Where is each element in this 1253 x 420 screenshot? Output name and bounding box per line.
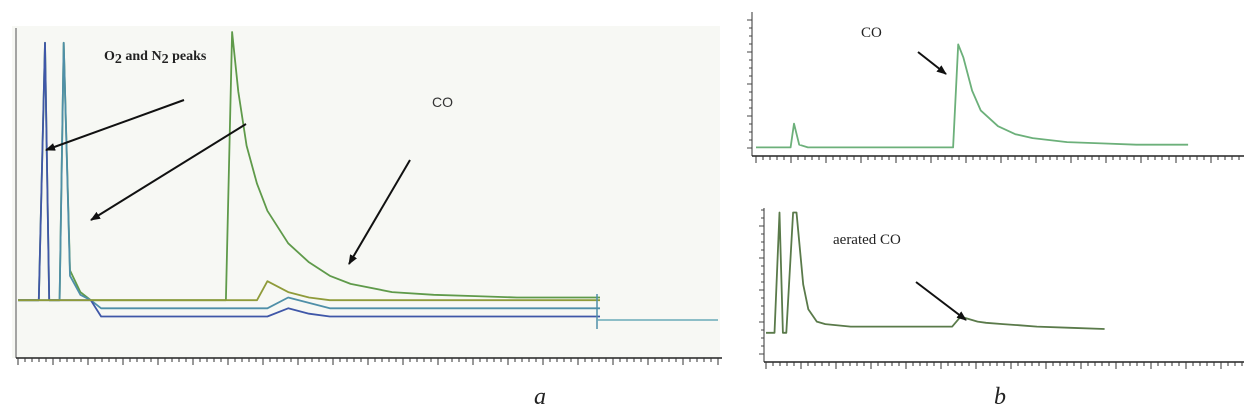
panel-a-arrow-o2 bbox=[45, 99, 185, 151]
panel-a-x-ticks bbox=[17, 358, 719, 365]
series-line-1 bbox=[766, 211, 1105, 334]
panel-b-bottom-annotation-aerated-co: aerated CO bbox=[833, 232, 901, 248]
panel-a-arrow-co bbox=[348, 159, 411, 265]
panel-b-top-x-ticks bbox=[755, 156, 1240, 163]
panel-b-bottom-y-ticks bbox=[759, 209, 764, 355]
panel-b-bottom-arrow-aerated-co bbox=[915, 281, 967, 321]
panel-a-annotation-co: CO bbox=[432, 94, 453, 110]
panel-a-label: a bbox=[534, 384, 546, 410]
panel-a-chart: O2 and N2 peaks CO bbox=[12, 26, 722, 365]
series-line-4 bbox=[18, 280, 600, 302]
panel-b-bottom-series bbox=[766, 211, 1105, 334]
panel-b-label: b bbox=[994, 384, 1006, 410]
panel-b-top-arrow-co bbox=[917, 51, 947, 75]
panel-b-bottom-chart: aerated CO bbox=[759, 208, 1244, 369]
panel-a-background bbox=[12, 26, 720, 358]
panel-b-top-annotation-co: CO bbox=[861, 25, 882, 41]
panel-b-top-chart: CO bbox=[747, 12, 1244, 163]
panel-a-series bbox=[18, 31, 600, 318]
series-line-1 bbox=[756, 43, 1189, 149]
panel-a-annotation-o2-n2: O2 and N2 peaks bbox=[104, 49, 207, 67]
panel-a-arrow-n2 bbox=[90, 123, 247, 221]
panel-b-top-series bbox=[756, 43, 1189, 149]
panel-b-bottom-x-ticks bbox=[765, 362, 1243, 369]
panel-b-top-y-ticks bbox=[747, 19, 752, 149]
